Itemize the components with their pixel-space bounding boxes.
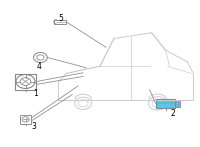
Text: 5: 5 [59,14,64,23]
Text: 2: 2 [170,109,175,118]
FancyBboxPatch shape [156,99,175,108]
FancyBboxPatch shape [175,100,180,107]
FancyBboxPatch shape [54,20,66,24]
FancyBboxPatch shape [15,74,36,90]
FancyBboxPatch shape [20,115,31,124]
Text: 4: 4 [37,62,42,71]
Text: 3: 3 [31,122,36,131]
Text: 1: 1 [33,89,38,98]
